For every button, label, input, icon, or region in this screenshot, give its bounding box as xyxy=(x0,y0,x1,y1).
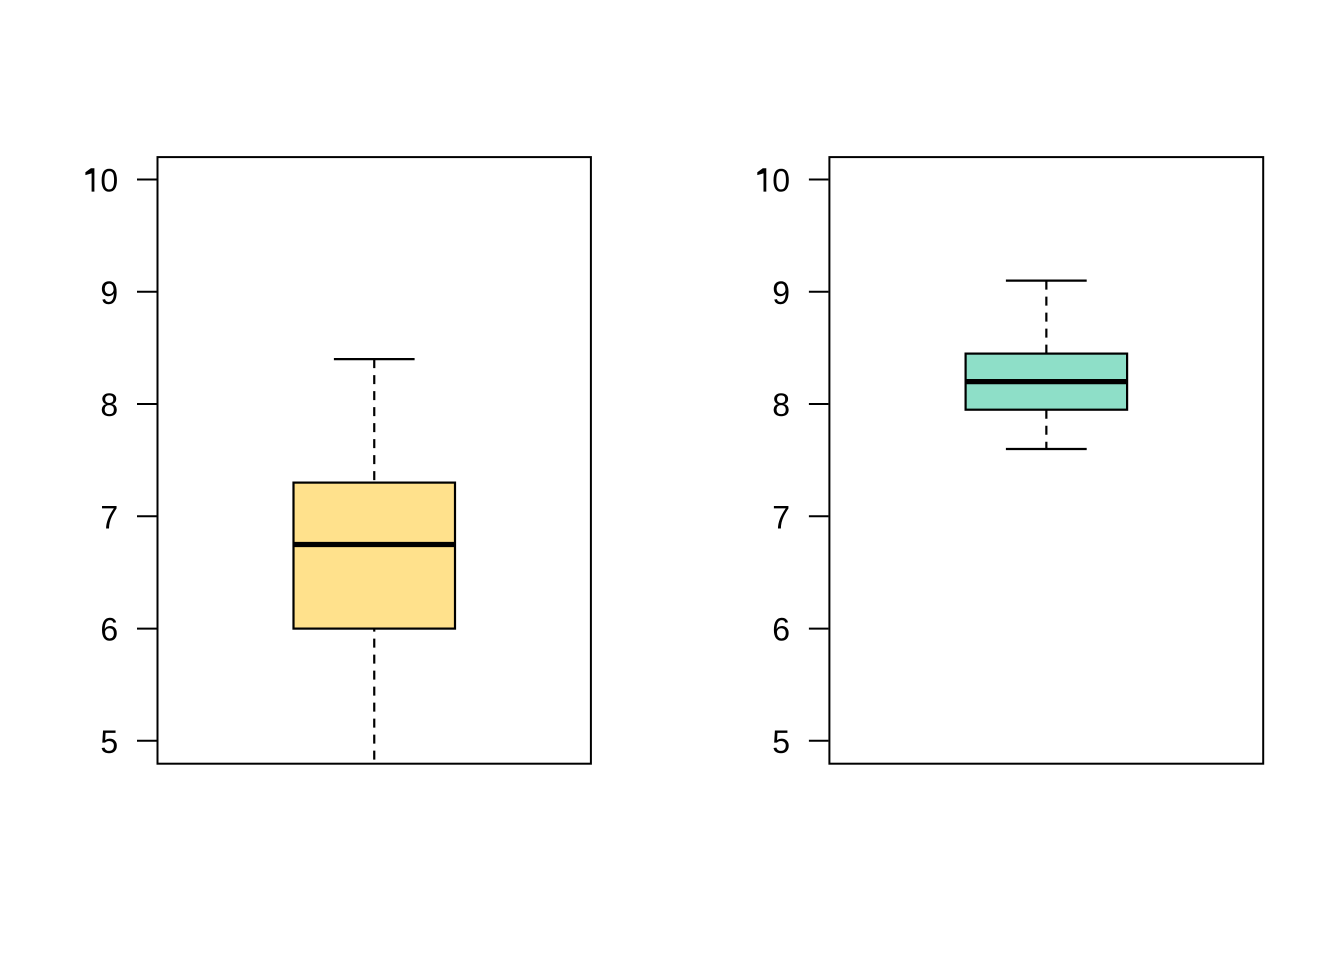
svg-text:5: 5 xyxy=(100,724,118,760)
svg-text:8: 8 xyxy=(100,387,118,423)
svg-text:0: 0 xyxy=(772,163,790,199)
svg-text:6: 6 xyxy=(100,612,118,648)
svg-text:7: 7 xyxy=(100,499,118,535)
svg-text:7: 7 xyxy=(772,499,790,535)
svg-text:0: 0 xyxy=(100,163,118,199)
svg-text:9: 9 xyxy=(772,275,790,311)
svg-text:5: 5 xyxy=(772,724,790,760)
svg-text:8: 8 xyxy=(772,387,790,423)
svg-text:9: 9 xyxy=(100,275,118,311)
svg-text:6: 6 xyxy=(772,612,790,648)
